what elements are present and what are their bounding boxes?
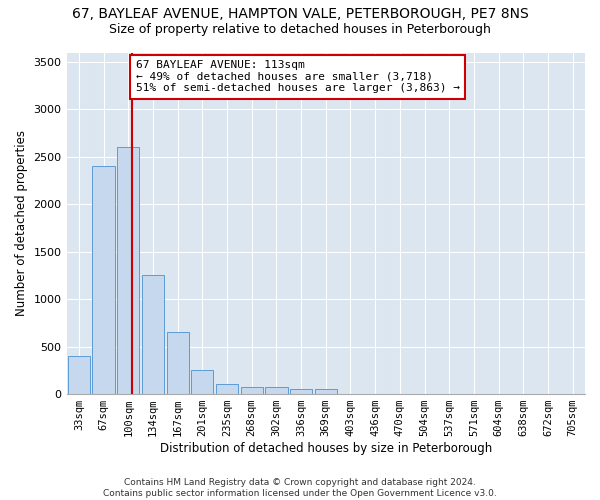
- Bar: [265, 388, 287, 394]
- Text: 67 BAYLEAF AVENUE: 113sqm
← 49% of detached houses are smaller (3,718)
51% of se: 67 BAYLEAF AVENUE: 113sqm ← 49% of detac…: [136, 60, 460, 94]
- Bar: [191, 370, 214, 394]
- Bar: [142, 276, 164, 394]
- Y-axis label: Number of detached properties: Number of detached properties: [15, 130, 28, 316]
- Bar: [167, 332, 189, 394]
- Bar: [92, 166, 115, 394]
- Text: Contains HM Land Registry data © Crown copyright and database right 2024.
Contai: Contains HM Land Registry data © Crown c…: [103, 478, 497, 498]
- Bar: [68, 356, 90, 394]
- Text: Size of property relative to detached houses in Peterborough: Size of property relative to detached ho…: [109, 22, 491, 36]
- Bar: [290, 389, 312, 394]
- Bar: [117, 148, 139, 394]
- Bar: [314, 389, 337, 394]
- Text: 67, BAYLEAF AVENUE, HAMPTON VALE, PETERBOROUGH, PE7 8NS: 67, BAYLEAF AVENUE, HAMPTON VALE, PETERB…: [71, 8, 529, 22]
- Bar: [216, 384, 238, 394]
- Bar: [241, 388, 263, 394]
- X-axis label: Distribution of detached houses by size in Peterborough: Distribution of detached houses by size …: [160, 442, 492, 455]
